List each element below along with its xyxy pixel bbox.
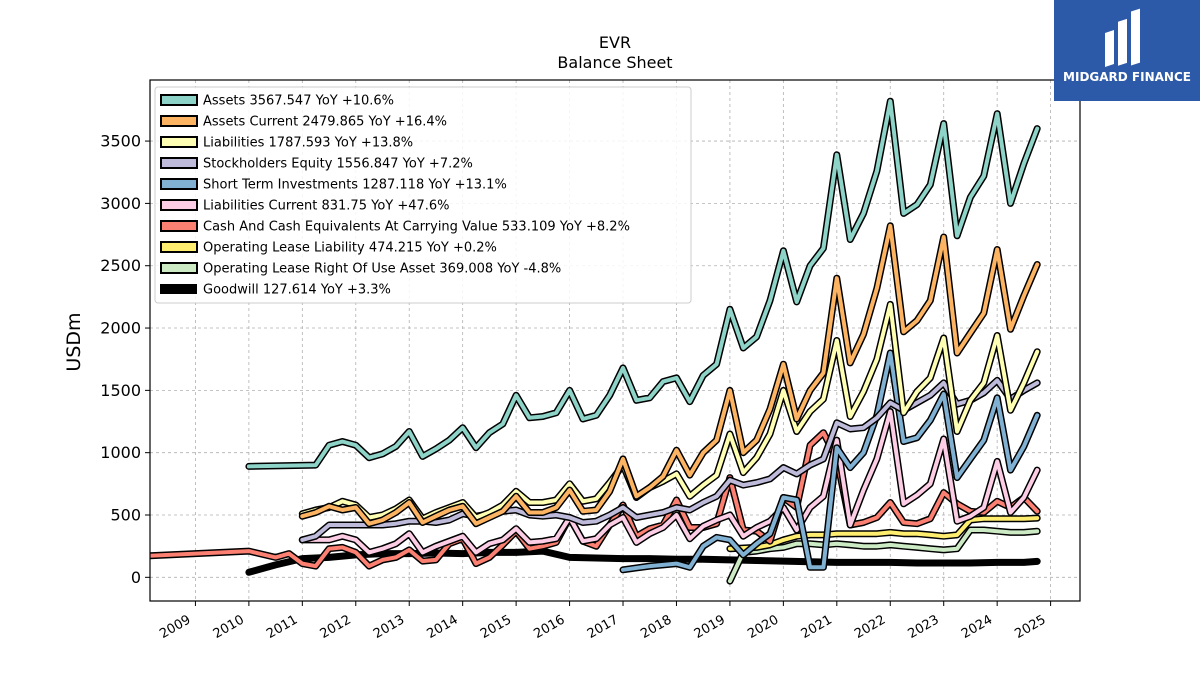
series-line [150, 429, 1041, 570]
legend-item: Cash And Cash Equivalents At Carrying Va… [160, 220, 630, 235]
x-tick-label: 2016 [531, 612, 567, 642]
legend-label: Assets Current 2479.865 YoY +16.4% [203, 115, 447, 130]
chart-title: EVR [599, 33, 631, 52]
series-stroke [727, 516, 1040, 551]
x-tick-label: 2012 [318, 612, 354, 642]
legend-item: Liabilities 1787.593 YoY +13.8% [160, 136, 413, 151]
y-tick-label: 3500 [100, 132, 141, 151]
series-stroke [245, 547, 1041, 576]
series-line [726, 526, 1041, 585]
x-tick-label: 2022 [852, 612, 888, 642]
series-stroke [300, 409, 1040, 555]
legend-item: Assets Current 2479.865 YoY +16.4% [160, 115, 447, 130]
x-tick-label: 2010 [211, 612, 247, 642]
legend-item: Operating Lease Right Of Use Asset 369.0… [160, 262, 561, 277]
legend-item: Short Term Investments 1287.118 YoY +13.… [160, 178, 507, 193]
x-tick-label: 2011 [264, 612, 300, 642]
legend-item: Goodwill 127.614 YoY +3.3% [160, 283, 391, 298]
series-stroke [621, 351, 1040, 572]
legend-label: Short Term Investments 1287.118 YoY +13.… [203, 178, 507, 193]
y-axis: 0 500 1000 1500 2000 2500 3000 3500 [100, 132, 150, 587]
x-tick-label: 2017 [585, 612, 621, 642]
legend-box [154, 86, 692, 304]
y-tick-label: 500 [110, 505, 141, 524]
x-axis: 2009 2010 2011 2012 2013 2014 2015 2016 2017 2018… [157, 601, 1052, 642]
legend-item: Operating Lease Liability 474.215 YoY +0… [160, 241, 497, 256]
series-stroke [150, 430, 1040, 569]
legend-swatch [160, 94, 198, 106]
series-line [245, 97, 1041, 470]
series-stroke [246, 99, 1040, 469]
legend-swatch [160, 115, 198, 127]
series-line [298, 222, 1041, 528]
legend-label: Assets 3567.547 YoY +10.6% [203, 94, 394, 109]
series-outline [726, 526, 1041, 585]
legend-swatch [160, 136, 198, 148]
x-tick-label: 2014 [425, 612, 461, 642]
chart-subtitle: Balance Sheet [557, 53, 672, 72]
x-tick-label: 2020 [745, 612, 781, 642]
x-tick-label: 2024 [959, 612, 995, 642]
series-lines [150, 97, 1041, 585]
series-line [619, 349, 1041, 574]
y-tick-label: 0 [131, 568, 141, 587]
x-tick-label: 2019 [692, 612, 728, 642]
x-tick-label: 2018 [638, 612, 674, 642]
series-line [298, 408, 1041, 556]
series-stroke [727, 528, 1040, 584]
plot-frame [149, 79, 1081, 602]
logo: MIDGARD FINANCE [1054, 0, 1200, 101]
legend-label: Cash And Cash Equivalents At Carrying Va… [203, 220, 630, 235]
x-tick-label: 2009 [157, 612, 193, 642]
legend-label: Liabilities Current 831.75 YoY +47.6% [203, 199, 450, 214]
legend-label: Stockholders Equity 1556.847 YoY +7.2% [203, 157, 473, 172]
legend-item: Assets 3567.547 YoY +10.6% [160, 94, 394, 109]
y-tick-label: 1000 [100, 443, 141, 462]
y-tick-label: 2000 [100, 319, 141, 338]
x-tick-label: 2023 [906, 612, 942, 642]
y-tick-label: 3000 [100, 194, 141, 213]
series-stroke [300, 223, 1040, 526]
logo-text: MIDGARD FINANCE [1063, 70, 1191, 84]
x-tick-label: 2015 [478, 612, 514, 642]
legend-swatch [160, 199, 198, 211]
legend-item: Stockholders Equity 1556.847 YoY +7.2% [160, 157, 473, 172]
y-tick-label: 2500 [100, 256, 141, 275]
legend-swatch [160, 220, 198, 232]
series-line [726, 514, 1041, 553]
legend-item: Liabilities Current 831.75 YoY +47.6% [160, 199, 450, 214]
legend-swatch [160, 178, 198, 190]
x-tick-label: 2021 [799, 612, 835, 642]
legend-swatch [160, 241, 198, 253]
series-line [245, 547, 1041, 576]
legend-label: Goodwill 127.614 YoY +3.3% [203, 283, 391, 298]
x-tick-label: 2013 [371, 612, 407, 642]
legend-label: Liabilities 1787.593 YoY +13.8% [203, 136, 413, 151]
x-tick-label: 2025 [1012, 612, 1048, 642]
legend-label: Operating Lease Liability 474.215 YoY +0… [203, 241, 497, 256]
logo-mark-icon [1105, 8, 1140, 67]
legend-swatch [160, 284, 197, 294]
legend: Assets 3567.547 YoY +10.6% Assets Current… [154, 86, 692, 304]
y-tick-label: 1500 [100, 381, 141, 400]
y-axis-label: USDm [63, 312, 85, 371]
legend-swatch [160, 262, 198, 274]
legend-swatch [160, 157, 198, 169]
legend-label: Operating Lease Right Of Use Asset 369.0… [203, 262, 561, 277]
